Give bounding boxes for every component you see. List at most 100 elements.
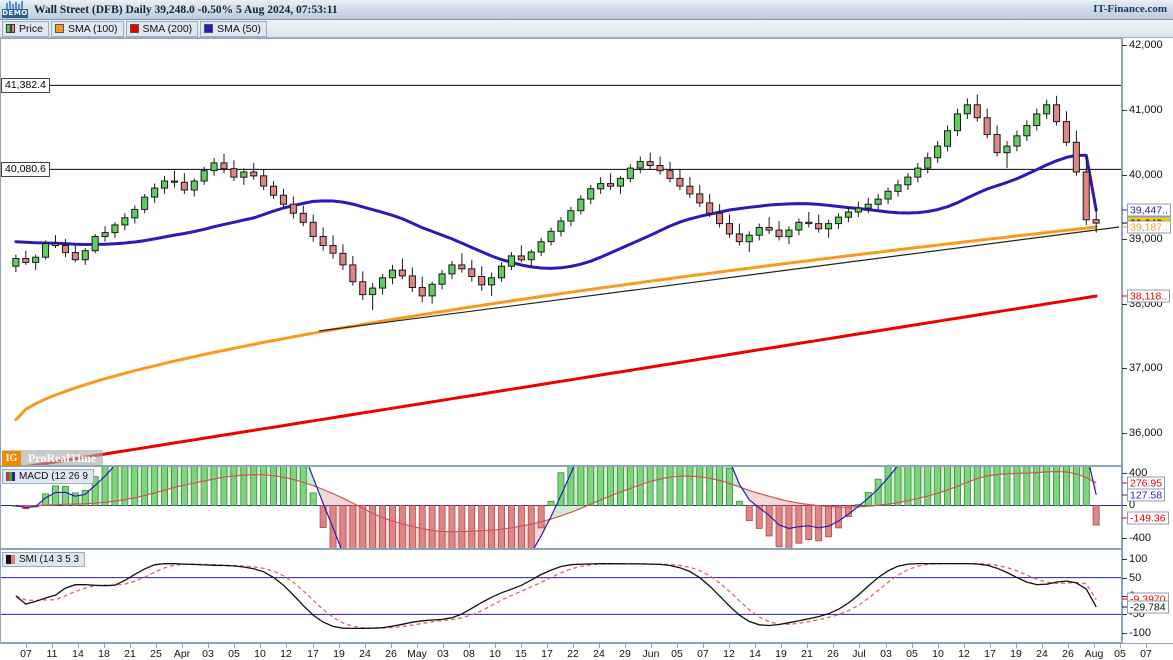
legend-label: SMA (100) — [67, 22, 118, 35]
price-level-label: 40,080.6 — [1, 162, 50, 178]
axis-tick — [1122, 45, 1127, 47]
axis-tick — [1122, 577, 1127, 579]
date-tick — [495, 644, 496, 648]
sma200-value-flag[interactable]: 38,118.. — [1127, 289, 1171, 303]
macd-histogram-flag[interactable]: -149.36 — [1127, 511, 1169, 525]
date-tick — [651, 644, 652, 648]
macd-line-flag[interactable]: 127.58 — [1127, 488, 1166, 502]
date-tick-label: 24 — [593, 648, 605, 660]
flag-tick — [1122, 598, 1127, 600]
color-swatch-icon — [204, 24, 214, 33]
macd-plot — [1, 467, 1121, 548]
date-tick — [391, 644, 392, 648]
legend-item-sma200[interactable]: SMA (200) — [125, 20, 199, 37]
date-tick-label: 17 — [541, 648, 553, 660]
axis-tick-label: -100 — [1129, 626, 1152, 639]
axis-tick-label: 40,000 — [1129, 168, 1163, 181]
date-tick — [313, 644, 314, 648]
date-tick-label: 26 — [385, 648, 397, 660]
macd-chart-pane[interactable] — [0, 466, 1122, 549]
date-tick-label: 21 — [801, 648, 813, 660]
sma100-value-flag[interactable]: 39,187.. — [1127, 220, 1171, 234]
date-tick-label: 17 — [984, 648, 996, 660]
date-tick — [1042, 644, 1043, 648]
color-swatch-icon — [54, 24, 64, 33]
axis-tick — [1122, 432, 1127, 434]
date-tick — [807, 644, 808, 648]
date-tick — [469, 644, 470, 648]
price-axis[interactable]: 36,000 37,000 38,000 39,000 40,000 41,000 42,0… — [1122, 38, 1173, 466]
date-tick — [1146, 644, 1147, 648]
price-level-label: 41,382.4 — [1, 78, 50, 94]
demo-label: DEMO — [2, 8, 28, 18]
axis-tick-label: 37,000 — [1129, 362, 1163, 375]
date-tick-label: 14 — [749, 648, 761, 660]
date-tick-label: Jun — [642, 648, 660, 660]
flag-tick — [1122, 222, 1127, 224]
date-tick-label: 12 — [280, 648, 292, 660]
date-tick-label: 19 — [333, 648, 345, 660]
legend-item-sma100[interactable]: SMA (100) — [50, 20, 124, 37]
axis-tick — [1122, 505, 1127, 507]
axis-tick — [1122, 632, 1127, 634]
date-tick — [1094, 644, 1095, 648]
date-tick-label: May — [407, 648, 427, 660]
date-tick — [677, 644, 678, 648]
date-axis[interactable]: 07 11 14 18 21 25 Apr 03 05 10 12 17 19 24 26 May 03 08 10… — [0, 643, 1173, 660]
date-tick-label: 05 — [671, 648, 683, 660]
date-tick-label: 07 — [697, 648, 709, 660]
macd-signal-flag[interactable]: 276.95 — [1127, 476, 1166, 490]
date-tick-label: 07 — [1140, 648, 1152, 660]
demo-badge-icon: DEMO — [2, 0, 28, 19]
date-tick — [573, 644, 574, 648]
axis-tick-label: 39,000 — [1129, 233, 1163, 246]
date-tick-label: 29 — [619, 648, 631, 660]
legend-bar: Price SMA (100) SMA (200) SMA (50) — [0, 20, 1173, 38]
smi-legend[interactable]: SMI (14 3 5 3 — [2, 552, 86, 567]
date-tick — [130, 644, 131, 648]
smi-chart-pane[interactable] — [0, 549, 1122, 643]
date-tick — [729, 644, 730, 648]
date-tick — [1120, 644, 1121, 648]
flag-tick — [1122, 226, 1127, 228]
date-tick — [859, 644, 860, 648]
flag-tick — [1122, 209, 1127, 211]
date-tick — [599, 644, 600, 648]
legend-item-price[interactable]: Price — [2, 20, 49, 37]
smi-legend-label: SMI (14 3 5 3 — [19, 554, 80, 565]
date-tick-label: 10 — [932, 648, 944, 660]
date-tick — [78, 644, 79, 648]
price-chart-pane[interactable] — [0, 38, 1122, 466]
date-tick — [365, 644, 366, 648]
legend-item-sma50[interactable]: SMA (50) — [200, 20, 267, 37]
date-tick — [443, 644, 444, 648]
date-tick-label: 12 — [723, 648, 735, 660]
date-tick-label: 07 — [20, 648, 32, 660]
axis-tick — [1122, 596, 1127, 597]
date-tick — [964, 644, 965, 648]
smi-line-flag[interactable]: -29.784 — [1127, 600, 1169, 614]
legend-label: SMA (200) — [142, 22, 193, 35]
macd-axis[interactable]: -400 0 400 276.95 127.58 -149.36 — [1122, 466, 1173, 549]
axis-tick-label: 50 — [1129, 571, 1142, 584]
date-tick — [703, 644, 704, 648]
axis-tick-label: 41,000 — [1129, 104, 1163, 116]
prorealtime-watermark: IG ProRealTime — [2, 450, 104, 467]
chart-title: Wall Street (DFB) Daily 39,248.0 -0.50% … — [34, 3, 338, 16]
macd-legend-label: MACD (12 26 9 — [19, 471, 88, 482]
axis-tick-label: 36,000 — [1129, 426, 1163, 439]
date-tick — [833, 644, 834, 648]
date-tick-label: Apr — [173, 648, 191, 660]
date-tick-label: 03 — [880, 648, 892, 660]
macd-legend[interactable]: MACD (12 26 9 — [2, 469, 94, 484]
sma50-value-flag[interactable]: 39,447.. — [1127, 203, 1171, 217]
axis-tick — [1122, 614, 1127, 616]
smi-icon — [6, 555, 15, 564]
smi-axis[interactable]: -100-50050100-9.3970-29.784 — [1122, 549, 1173, 643]
axis-tick-label: -400 — [1129, 532, 1152, 545]
date-tick-label: 05 — [228, 648, 240, 660]
date-tick — [260, 644, 261, 648]
axis-tick-label: 400 — [1129, 466, 1148, 479]
date-tick — [417, 644, 418, 648]
axis-tick — [1122, 538, 1127, 540]
